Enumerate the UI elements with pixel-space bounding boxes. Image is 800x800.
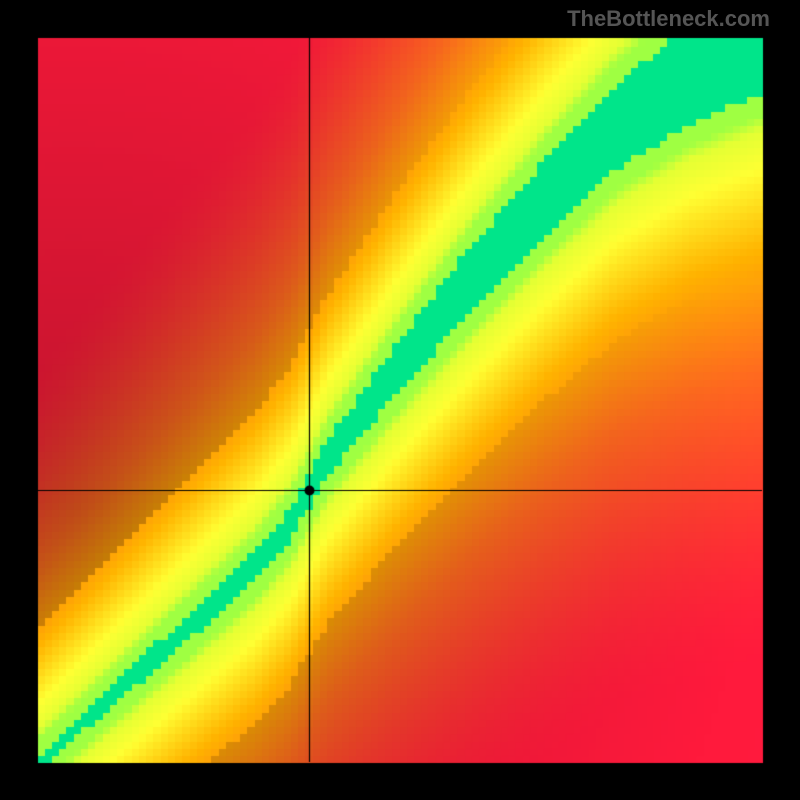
watermark-text: TheBottleneck.com: [567, 6, 770, 32]
bottleneck-heatmap: [0, 0, 800, 800]
